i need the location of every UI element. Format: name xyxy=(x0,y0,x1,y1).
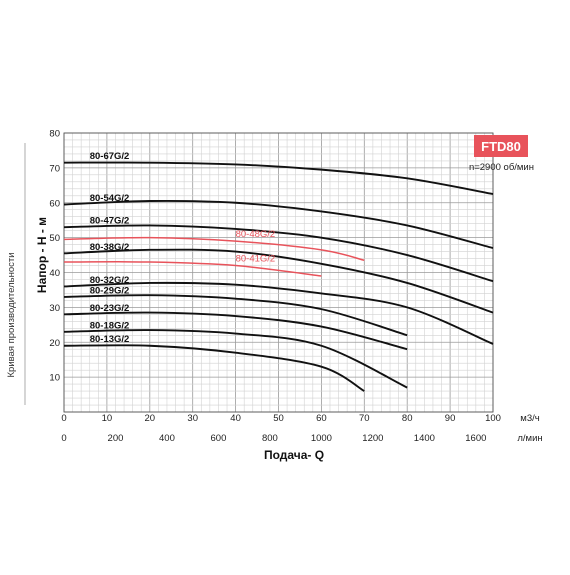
y-axis-title: Напор - Н - м xyxy=(35,217,49,293)
y-tick-label: 40 xyxy=(49,268,60,279)
series-line-80-29G/2 xyxy=(63,294,408,337)
series-label-80-54G/2: 80-54G/2 xyxy=(90,193,130,204)
series-label-80-41G/2: 80-41G/2 xyxy=(236,254,276,265)
y-tick-label: 70 xyxy=(49,163,60,174)
series-label-80-48G/2: 80-48G/2 xyxy=(236,229,276,240)
x-tick-label-lmin: 400 xyxy=(159,433,175,444)
y-tick-label: 60 xyxy=(49,198,60,209)
plot-frame xyxy=(63,132,494,413)
x-tick-label: 60 xyxy=(316,413,327,424)
y-tick-label: 50 xyxy=(49,233,60,244)
y-tick-label: 30 xyxy=(49,303,60,314)
series-label-80-18G/2: 80-18G/2 xyxy=(90,320,130,331)
x-tick-label-lmin: 1400 xyxy=(414,433,435,444)
x-tick-label: 90 xyxy=(445,413,456,424)
x-unit-bottom: л/мин xyxy=(517,433,542,444)
series-line-80-48G/2 xyxy=(63,236,365,262)
grid xyxy=(63,132,494,413)
series-line-80-18G/2 xyxy=(63,329,408,389)
y-tick-label: 10 xyxy=(49,373,60,384)
x-tick-label: 10 xyxy=(102,413,113,424)
axes: 0 10 20 30 40 50 60 70 80 90 1000 200 400 600 800 1000 1… xyxy=(49,129,501,445)
series-group: 80-67G/2 80-54G/2 80-47G/2 80-48G/2 80-38G/2… xyxy=(63,151,494,392)
series-label-80-47G/2: 80-47G/2 xyxy=(90,216,130,227)
y-tick-label: 20 xyxy=(49,338,60,349)
x-tick-label: 50 xyxy=(273,413,284,424)
series-label-80-32G/2: 80-32G/2 xyxy=(90,275,130,286)
x-tick-label-lmin: 1600 xyxy=(465,433,486,444)
x-tick-label: 0 xyxy=(61,413,66,424)
x-tick-label: 70 xyxy=(359,413,370,424)
y-tick-label: 80 xyxy=(49,129,60,140)
series-label-80-38G/2: 80-38G/2 xyxy=(90,242,130,253)
model-badge xyxy=(474,135,528,157)
x-tick-label-lmin: 1200 xyxy=(362,433,383,444)
series-line-80-54G/2 xyxy=(63,199,494,250)
series-label-80-13G/2: 80-13G/2 xyxy=(90,334,130,345)
model-badge-label: FTD80 xyxy=(481,139,521,154)
x-tick-label-lmin: 600 xyxy=(211,433,227,444)
x-tick-label: 40 xyxy=(230,413,241,424)
series-label-80-29G/2: 80-29G/2 xyxy=(90,285,130,296)
series-line-80-23G/2 xyxy=(63,311,408,351)
series-label-80-67G/2: 80-67G/2 xyxy=(90,151,130,162)
series-label-80-23G/2: 80-23G/2 xyxy=(90,303,130,314)
series-line-80-32G/2 xyxy=(63,281,494,345)
series-line-80-41G/2 xyxy=(63,261,322,277)
x-tick-label-lmin: 800 xyxy=(262,433,278,444)
series-line-80-13G/2 xyxy=(63,344,365,392)
x-tick-label: 100 xyxy=(485,413,501,424)
x-tick-label-lmin: 200 xyxy=(108,433,124,444)
x-unit-top: м3/ч xyxy=(520,413,539,424)
x-tick-label-lmin: 1000 xyxy=(311,433,332,444)
speed-note: n=2900 об/мин xyxy=(469,162,534,173)
series-line-80-47G/2 xyxy=(63,224,494,283)
x-tick-label-lmin: 0 xyxy=(61,433,66,444)
series-line-80-67G/2 xyxy=(63,161,494,195)
x-axis-title: Подача- Q xyxy=(264,448,324,462)
x-tick-label: 20 xyxy=(145,413,156,424)
x-tick-label: 80 xyxy=(402,413,413,424)
series-line-80-38G/2 xyxy=(63,248,494,314)
side-label: Кривая производительности xyxy=(6,252,17,377)
x-tick-label: 30 xyxy=(187,413,198,424)
